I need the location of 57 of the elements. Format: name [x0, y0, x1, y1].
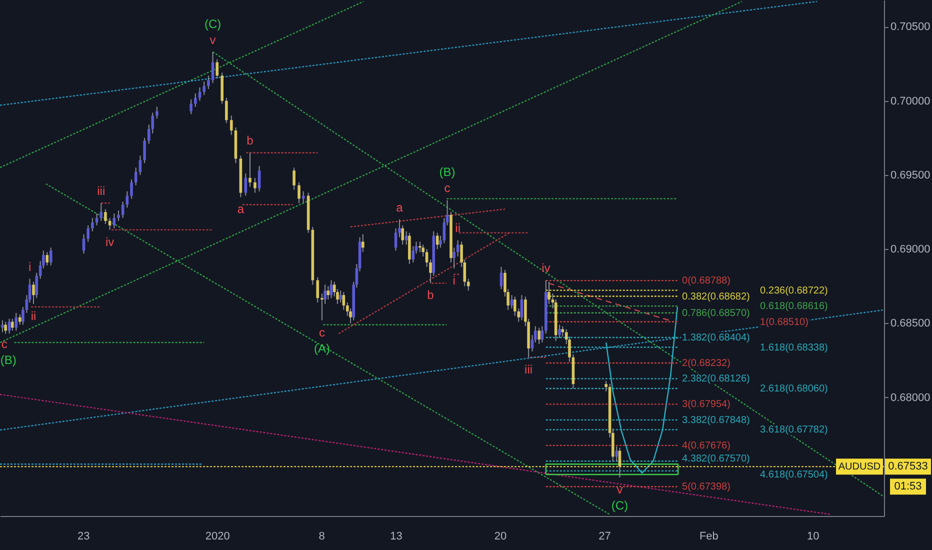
- annotation: a: [396, 200, 404, 214]
- series-label: 2.382(0.68126): [682, 374, 750, 385]
- text: 0.618(0.68616): [760, 301, 828, 312]
- annotation: (A): [314, 341, 330, 356]
- y-tick-label: 0.69500: [890, 169, 930, 182]
- series-label: 3(0.67954): [682, 399, 730, 410]
- annotation: ii: [30, 308, 36, 323]
- annotation: iii: [97, 184, 106, 198]
- y-tick-label: 0.68000: [890, 392, 930, 404]
- x-tick-label: 27: [598, 530, 611, 542]
- x-tick-label: 20: [494, 530, 507, 542]
- x-tick-label: 10: [807, 530, 820, 542]
- annotation: i: [452, 273, 456, 288]
- annotation: (B): [439, 165, 456, 180]
- text: 1(0.68510): [760, 316, 808, 328]
- annotation: c: [444, 181, 450, 196]
- x-tick-label: 8: [318, 530, 325, 542]
- text: 0.67533: [888, 460, 928, 473]
- x-tick-label: 23: [78, 530, 90, 542]
- annotation: (C): [611, 498, 628, 512]
- annotation: ii: [455, 221, 460, 236]
- text: 0.236(0.68722): [760, 285, 828, 296]
- text: 01:53: [894, 480, 922, 493]
- series-label: 2(0.68232): [682, 358, 730, 369]
- series-label: 0.786(0.68570): [682, 308, 750, 319]
- series-label: 1.382(0.68404): [682, 332, 750, 344]
- annotation: iv: [542, 261, 550, 276]
- annotation: c: [1, 337, 8, 352]
- series-label: 3.382(0.67848): [682, 414, 750, 426]
- annotation: v: [616, 482, 623, 496]
- y-tick-label: 0.70000: [890, 95, 930, 108]
- series-label: 0.382(0.68682): [682, 291, 750, 302]
- series-label: 4(0.67676): [682, 440, 730, 452]
- text: 4.618(0.67504): [760, 470, 828, 481]
- x-tick-label: 2020: [205, 530, 230, 542]
- text: 2.618(0.68060): [760, 383, 828, 394]
- x-tick-label: Feb: [699, 530, 718, 542]
- text: 1.618(0.68338): [760, 342, 828, 354]
- annotation: i: [28, 260, 32, 274]
- y-tick-label: 0.69000: [890, 244, 930, 256]
- annotation: v: [210, 32, 216, 47]
- annotation: a: [237, 202, 244, 216]
- annotation: iv: [105, 234, 114, 249]
- series-label: 0(0.68788): [682, 276, 730, 287]
- annotation: (C): [204, 16, 222, 31]
- annotation: iii: [524, 362, 533, 376]
- annotation: b: [427, 288, 434, 302]
- y-tick-label: 0.70500: [890, 21, 930, 34]
- ref-line-label: AUDUSD: [838, 462, 881, 473]
- series-label: 5(0.67398): [682, 482, 730, 493]
- annotation: c: [318, 325, 325, 340]
- y-tick-label: 0.68500: [890, 318, 930, 330]
- annotation: (B): [0, 353, 16, 368]
- text: 3.618(0.67782): [760, 424, 828, 436]
- x-tick-label: 13: [390, 530, 402, 542]
- series-label: 4.382(0.67570): [682, 454, 750, 465]
- annotation: b: [246, 134, 254, 148]
